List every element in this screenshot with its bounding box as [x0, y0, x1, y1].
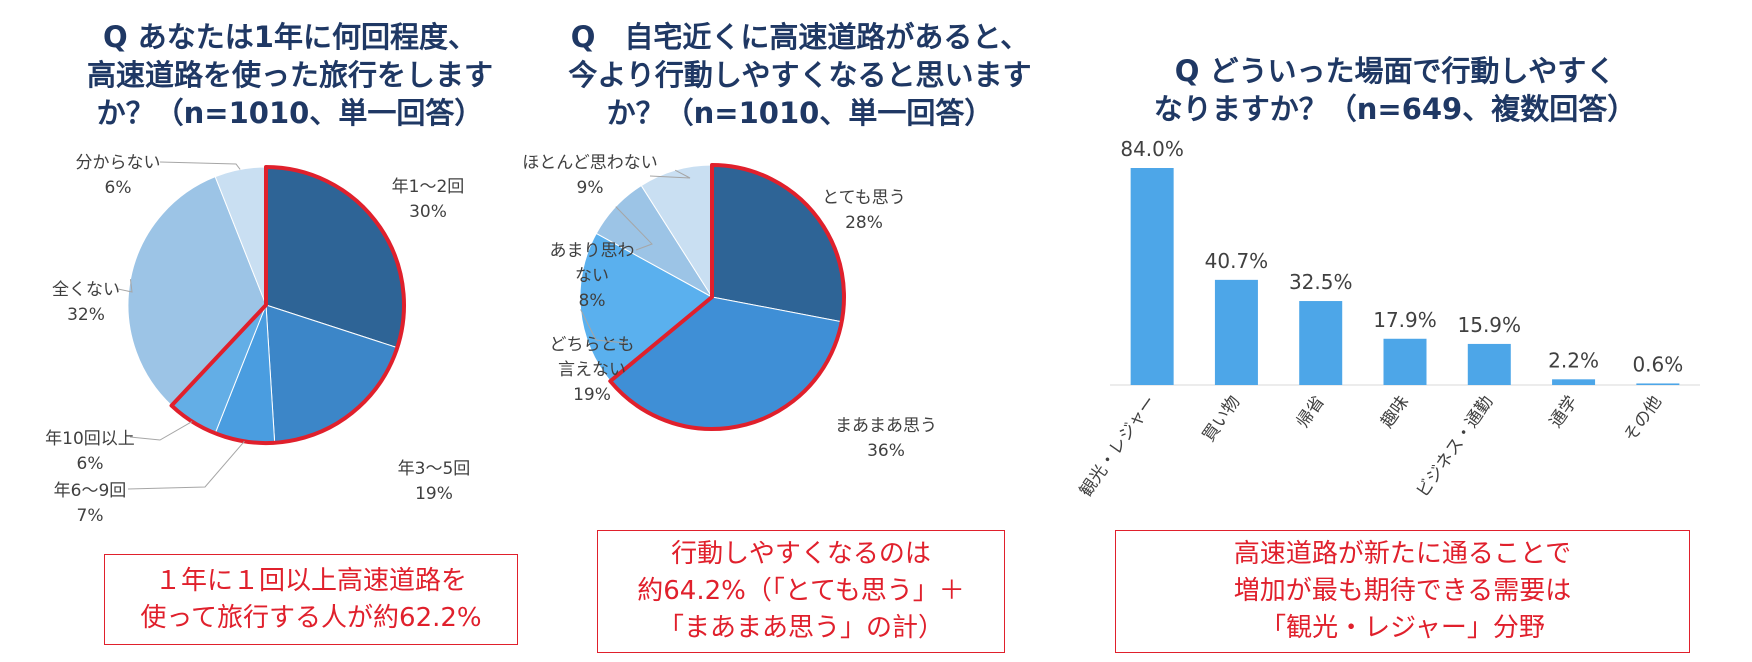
pie2-label-text-3: ない [575, 266, 609, 286]
pie1-pct-5: 6% [105, 178, 132, 198]
chart2-title: Q 自宅近くに高速道路があると、 今より行動しやすくなると思います か？（n=1… [568, 20, 1032, 130]
pie2-label-text-4: ほとんど思わない [522, 153, 658, 173]
bar-0 [1130, 168, 1174, 385]
bar-2 [1299, 301, 1343, 385]
pie1-label-text-5: 分からない [76, 153, 161, 173]
bar-5 [1552, 379, 1596, 385]
pie2-label-text-1: まあまあ思う [835, 416, 937, 436]
callout-demand-summary: 高速道路が新たに通ることで 増加が最も期待できる需要は 「観光・レジャー」分野 [1115, 530, 1690, 653]
bar-category-label-5: 通学 [1546, 392, 1582, 431]
callout-mobility-summary: 行動しやすくなるのは 約64.2%（「とても思う」＋ 「まあまあ思う」の計） [597, 530, 1005, 653]
callout-travel-summary: １年に１回以上高速道路を 使って旅行する人が約62.2% [104, 554, 518, 645]
pie1-label-text-2: 年6～9回 [54, 481, 127, 501]
pie2-pct-0: 28% [845, 213, 883, 233]
pie1-label-text-4: 全くない [52, 280, 120, 300]
pie2-leader-4 [649, 169, 691, 179]
bar-category-label-1: 買い物 [1199, 392, 1245, 445]
pie2-label-text-0: とても思う [822, 188, 906, 208]
pie1-leader-4 [117, 279, 133, 293]
bar-chart-scenes: 84.0% 観光・レジャー 40.7% 買い物 32.5% 帰省 17.9% 趣味 15.9% ビ… [1076, 137, 1700, 501]
pie1-label-2: 年6～9回 7% [54, 481, 127, 526]
bar-category-label-6: その他 [1620, 392, 1666, 445]
pie2-pct-3: 8% [579, 291, 606, 311]
pie1-label-text-0: 年1～2回 [392, 177, 465, 197]
pie2-pct-2: 19% [573, 385, 611, 405]
chart1-title: Q あなたは1年に何回程度、 高速道路を使った旅行をします か？（n=1010、… [86, 20, 493, 130]
bar-value-label-3: 17.9% [1373, 308, 1437, 332]
bar-value-label-4: 15.9% [1458, 313, 1522, 337]
pie1-label-0: 年1～2回 30% [392, 177, 465, 222]
pie1-pct-0: 30% [409, 202, 447, 222]
pie2-label-text-2: 言えない [558, 360, 626, 380]
bar-category-label-4: ビジネス・通勤 [1413, 392, 1498, 501]
bar-value-label-1: 40.7% [1205, 249, 1269, 273]
pie1-label-text-1: 年3～5回 [398, 459, 471, 479]
pie1-leader-2 [127, 440, 245, 490]
pie2-label-4: ほとんど思わない 9% [522, 153, 658, 198]
pie1-highlight-outline [169, 165, 406, 445]
pie1-pct-2: 7% [77, 506, 104, 526]
bar-value-label-5: 2.2% [1548, 348, 1599, 372]
pie2-pct-1: 36% [867, 441, 905, 461]
pie2-leader-2 [580, 309, 627, 344]
pie-chart-travel-frequency: 年1～2回 30% 年3～5回 19% 年6～9回 7% 年10回以上 6% 全くない 32% 分か… [45, 153, 471, 526]
bar-category-label-0: 観光・レジャー [1076, 392, 1160, 500]
pie1-label-text-3: 年10回以上 [45, 429, 135, 449]
bar-6 [1636, 383, 1680, 385]
pie2-pct-4: 9% [577, 178, 604, 198]
pie1-leader-3 [129, 421, 193, 441]
pie2-label-text-2: どちらとも [550, 335, 635, 355]
pie1-label-4: 全くない 32% [52, 280, 120, 325]
bar-4 [1467, 343, 1511, 385]
pie2-label-0: とても思う 28% [822, 188, 906, 233]
bar-category-label-2: 帰省 [1293, 392, 1329, 431]
pie1-pct-1: 19% [415, 484, 453, 504]
bar-value-label-6: 0.6% [1632, 352, 1683, 376]
pie2-leader-3 [615, 206, 653, 251]
pie1-label-3: 年10回以上 6% [45, 429, 135, 474]
pie1-label-5: 分からない 6% [76, 153, 161, 198]
bar-category-label-3: 趣味 [1377, 392, 1413, 431]
bar-value-label-0: 84.0% [1120, 137, 1184, 161]
bar-3 [1383, 338, 1427, 385]
pie2-label-1: まあまあ思う 36% [835, 416, 937, 461]
bar-1 [1214, 279, 1258, 385]
chart3-title: Q どういった場面で行動しやすく なりますか？（n=649、複数回答） [1153, 54, 1637, 126]
pie1-pct-4: 32% [67, 305, 105, 325]
pie1-label-1: 年3～5回 19% [398, 459, 471, 504]
bar-value-label-2: 32.5% [1289, 270, 1353, 294]
pie1-leader-5 [159, 161, 241, 170]
pie2-highlight-outline [608, 163, 846, 431]
pie2-label-text-3: あまり思わ [550, 241, 635, 261]
pie1-pct-3: 6% [77, 454, 104, 474]
